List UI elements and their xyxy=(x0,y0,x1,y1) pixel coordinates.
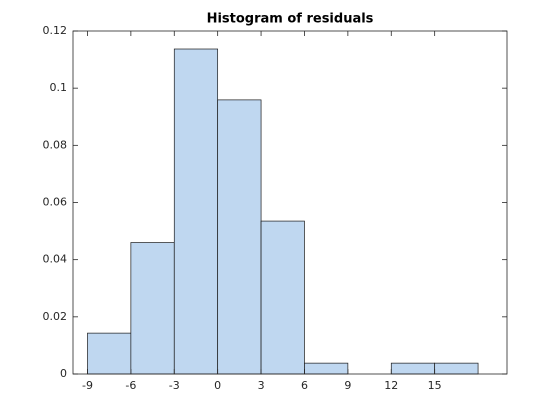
y-tick-label: 0.04 xyxy=(43,253,68,266)
x-tick-label: 3 xyxy=(258,379,265,392)
x-tick-label: 15 xyxy=(428,379,442,392)
x-tick-label: -6 xyxy=(125,379,136,392)
bar xyxy=(87,332,132,375)
x-tick-label: 9 xyxy=(344,379,351,392)
chart-title: Histogram of residuals xyxy=(207,12,374,27)
y-tick-label: 0.08 xyxy=(43,138,68,151)
x-tick-label: 0 xyxy=(214,379,221,392)
bar xyxy=(217,99,262,375)
bar xyxy=(390,362,436,375)
x-tick-label: 6 xyxy=(301,379,308,392)
bar xyxy=(304,362,349,375)
y-tick-label: 0 xyxy=(60,367,67,380)
y-tick-label: 0.1 xyxy=(50,81,68,94)
x-tick-label: -9 xyxy=(82,379,93,392)
y-tick-label: 0.02 xyxy=(43,310,68,323)
x-tick-label: 12 xyxy=(384,379,398,392)
bar xyxy=(130,242,175,375)
bar xyxy=(260,220,305,375)
bar xyxy=(434,362,479,375)
x-tick-label: -3 xyxy=(169,379,180,392)
bar xyxy=(173,48,219,375)
y-tick-label: 0.12 xyxy=(43,24,68,37)
y-tick-label: 0.06 xyxy=(43,196,68,209)
